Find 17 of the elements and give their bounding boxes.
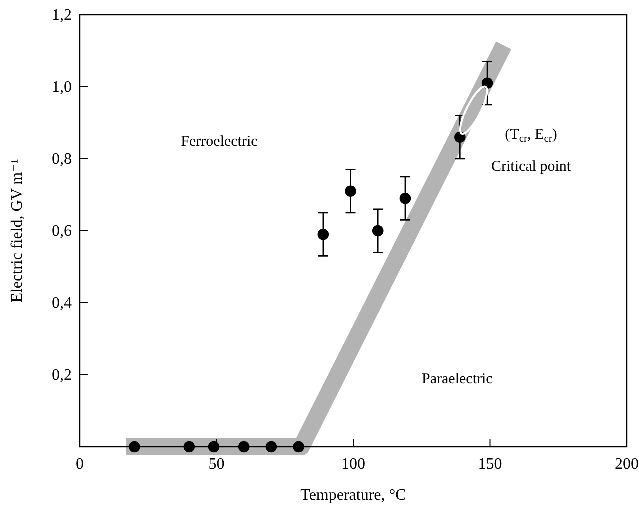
annotation: (T$_{cr}$, E$_{cr}$) (505, 126, 558, 145)
y-tick-label: 0,8 (52, 151, 72, 168)
x-tick-label: 0 (76, 456, 84, 473)
annotation: Critical point (491, 159, 572, 176)
x-tick-label: 50 (208, 456, 225, 473)
annotation: Ferroelectric (181, 134, 258, 150)
x-tick-label: 200 (615, 456, 639, 473)
y-tick-label: 1,0 (52, 79, 72, 96)
y-tick-label: 0,4 (52, 295, 72, 312)
x-tick-label: 100 (342, 456, 366, 473)
y-axis-title: Electric field, GV m⁻¹ (9, 159, 26, 303)
annotation: Paraelectric (422, 372, 494, 388)
y-tick-label: 1,2 (52, 7, 72, 24)
x-axis-title: Temperature, °C (300, 487, 406, 504)
y-tick-label: 0,2 (52, 367, 72, 384)
y-tick-label: 0,6 (52, 223, 72, 240)
x-tick-label: 150 (478, 456, 502, 473)
